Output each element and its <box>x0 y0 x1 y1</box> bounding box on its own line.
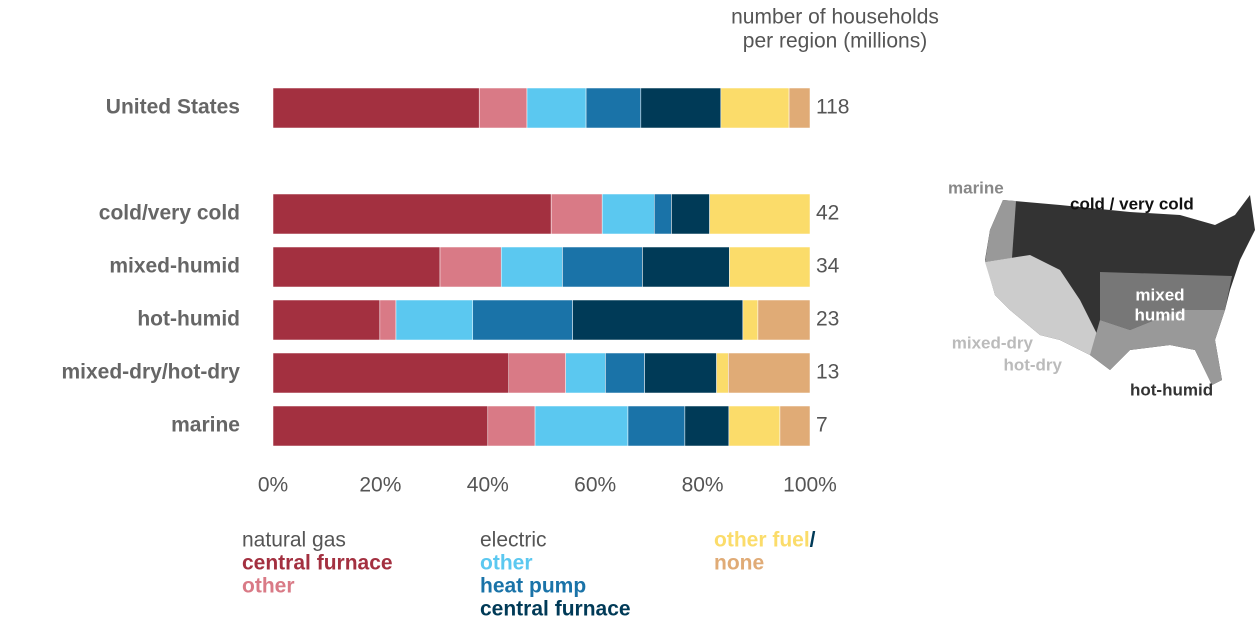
bar-segment <box>642 246 730 288</box>
households-title: number of households <box>731 6 939 29</box>
bar-segment <box>716 352 729 394</box>
map-marine <box>985 200 1016 262</box>
bar-segment <box>640 87 722 129</box>
household-count: 23 <box>816 308 839 331</box>
map-label: mixed-dry <box>952 333 1034 352</box>
x-tick-label: 80% <box>682 474 724 497</box>
bar-segment <box>562 246 643 288</box>
bar-segment <box>272 246 441 288</box>
household-count: 118 <box>816 96 849 119</box>
bar-segment <box>585 87 642 129</box>
x-tick-label: 100% <box>783 474 837 497</box>
category-label: hot-humid <box>137 308 240 331</box>
x-tick-label: 40% <box>467 474 509 497</box>
legend-item: central furnace <box>242 552 393 575</box>
bar-segment <box>572 299 744 341</box>
category-label: United States <box>106 96 240 119</box>
bar-segment <box>272 352 509 394</box>
x-tick-label: 20% <box>359 474 401 497</box>
bar-segment <box>742 299 759 341</box>
legend-item: other <box>480 552 533 575</box>
x-tick-label: 0% <box>258 474 288 497</box>
household-count: 7 <box>816 414 828 437</box>
bar-segment <box>550 193 603 235</box>
bar-segment <box>472 299 573 341</box>
legend-group-title: natural gas <box>242 529 346 552</box>
category-label: marine <box>171 414 240 437</box>
bar-segment <box>478 87 528 129</box>
household-count: 42 <box>816 202 839 225</box>
bar-segment <box>779 405 811 447</box>
bar-segment <box>671 193 710 235</box>
map-hot-humid <box>1090 310 1225 385</box>
map-label: cold / very cold <box>1070 194 1194 213</box>
bar-segment <box>728 352 811 394</box>
category-label: mixed-dry/hot-dry <box>61 361 240 384</box>
bar-segment <box>379 299 397 341</box>
household-count: 13 <box>816 361 839 384</box>
legend-item: other fuel <box>714 529 810 552</box>
bar-segment <box>395 299 474 341</box>
legend-item: heat pump <box>480 575 586 598</box>
legend-item: none <box>714 552 764 575</box>
bar-segment <box>709 193 811 235</box>
bar-segment <box>526 87 587 129</box>
legend-item: central furnace <box>480 598 631 621</box>
map-mixed-humid <box>1100 272 1232 330</box>
map-label: mixed <box>1135 285 1184 304</box>
bar-segment <box>272 193 552 235</box>
bar-segment <box>601 193 655 235</box>
bar-segment <box>487 405 536 447</box>
bar-segment <box>729 246 811 288</box>
bar-segment <box>728 405 781 447</box>
bar-segment <box>272 299 381 341</box>
map <box>985 195 1255 385</box>
bar-segment <box>565 352 606 394</box>
map-label: hot-humid <box>1130 380 1213 399</box>
bar-segment <box>439 246 502 288</box>
bar-segment <box>627 405 686 447</box>
bar-segment <box>720 87 790 129</box>
bar-segment <box>605 352 645 394</box>
bar-segment <box>500 246 563 288</box>
bar-segment <box>508 352 566 394</box>
map-label: hot-dry <box>1003 355 1062 374</box>
category-label: mixed-humid <box>109 255 240 278</box>
bar-segment <box>272 87 480 129</box>
category-label: cold/very cold <box>99 202 240 225</box>
bar-segment <box>272 405 489 447</box>
map-label: marine <box>948 178 1004 197</box>
bar-segment <box>644 352 717 394</box>
bar-segment <box>654 193 672 235</box>
bar-segment <box>684 405 730 447</box>
x-tick-label: 60% <box>574 474 616 497</box>
households-title: per region (millions) <box>743 30 927 53</box>
legend-separator: / <box>810 529 816 552</box>
map-dry <box>985 255 1100 355</box>
bar-segment <box>757 299 811 341</box>
household-count: 34 <box>816 255 840 278</box>
bar-segment <box>534 405 629 447</box>
bar-segment <box>788 87 811 129</box>
legend-group-title: electric <box>480 529 547 552</box>
legend-item: other <box>242 575 295 598</box>
map-label: humid <box>1135 305 1186 324</box>
